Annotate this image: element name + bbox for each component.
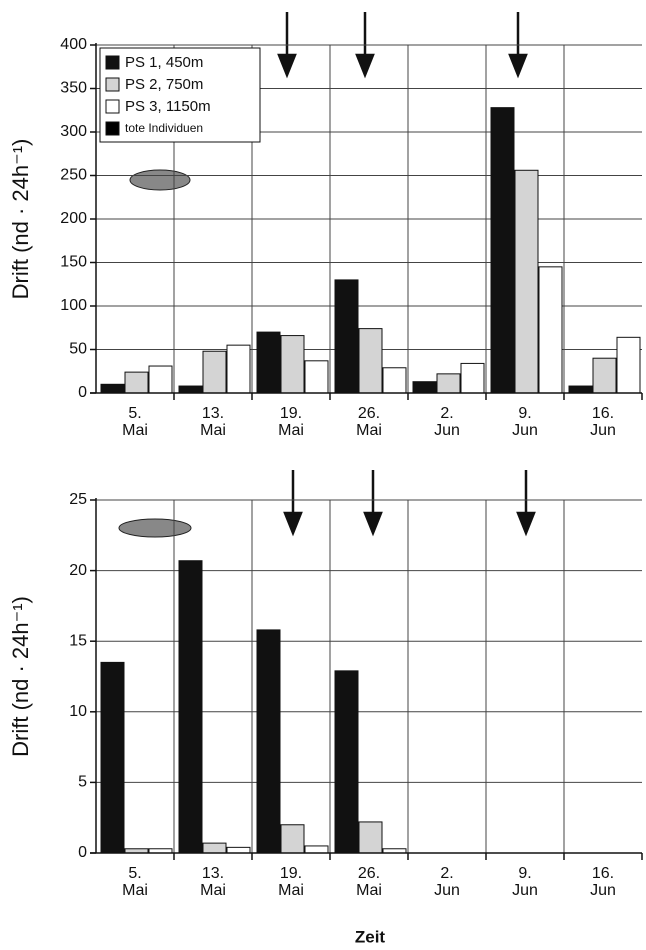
bar (125, 372, 148, 393)
x-tick-label: 19. Mai (256, 405, 326, 439)
bar (515, 170, 538, 393)
insect-icons (119, 170, 191, 537)
y-tick-label: 15 (69, 632, 87, 649)
x-tick-label: 16. Jun (568, 865, 638, 899)
x-tick-label: 2. Jun (412, 405, 482, 439)
bar (413, 382, 436, 393)
bar (257, 332, 280, 393)
bar (437, 374, 460, 393)
y-tick-label: 0 (78, 844, 87, 861)
bar (281, 336, 304, 393)
x-tick-label: 5. Mai (100, 865, 170, 899)
bar (179, 386, 202, 393)
bar (179, 561, 202, 853)
legend-swatch (106, 78, 119, 91)
x-tick-label: 9. Jun (490, 405, 560, 439)
legend-swatch (106, 100, 119, 113)
legend-label: PS 3, 1150m (125, 98, 211, 115)
x-tick-label: 5. Mai (100, 405, 170, 439)
x-tick-label: 16. Jun (568, 405, 638, 439)
x-tick-label: 19. Mai (256, 865, 326, 899)
bar (305, 846, 328, 853)
bar (359, 822, 382, 853)
x-tick-label: 9. Jun (490, 865, 560, 899)
y-tick-label: 200 (60, 210, 87, 227)
bar (539, 267, 562, 393)
bar (461, 363, 484, 393)
x-tick-label: 26. Mai (334, 405, 404, 439)
bar (383, 368, 406, 393)
bar (593, 358, 616, 393)
bar (101, 384, 124, 393)
bar (335, 671, 358, 853)
y-tick-label: 20 (69, 562, 87, 579)
legend-label: tote Individuen (125, 121, 203, 135)
y-tick-label: 100 (60, 297, 87, 314)
page: 050100150200250300350400Drift (nd · 24h⁻… (0, 0, 646, 950)
bar (101, 662, 124, 853)
bar (257, 630, 280, 853)
bar (359, 329, 382, 393)
bar (335, 280, 358, 393)
y-tick-label: 25 (69, 491, 87, 508)
bar (281, 825, 304, 853)
y-tick-label: 150 (60, 254, 87, 271)
y-tick-label: 50 (69, 341, 87, 358)
bar (569, 386, 592, 393)
x-tick-label: 13. Mai (178, 405, 248, 439)
legend-swatch (106, 122, 119, 135)
legend-label: PS 2, 750m (125, 76, 203, 93)
y-tick-label: 350 (60, 80, 87, 97)
y-axis-label: Drift (nd · 24h⁻¹) (8, 139, 33, 300)
bar (227, 345, 250, 393)
y-tick-label: 5 (78, 774, 87, 791)
bar (227, 847, 250, 853)
bar (617, 337, 640, 393)
y-tick-label: 400 (60, 36, 87, 53)
y-tick-label: 300 (60, 123, 87, 140)
legend-swatch (106, 56, 119, 69)
bar (305, 361, 328, 393)
x-tick-label: 13. Mai (178, 865, 248, 899)
bar (491, 108, 514, 393)
legend-label: PS 1, 450m (125, 54, 203, 71)
chart: 050100150200250300350400Drift (nd · 24h⁻… (0, 0, 646, 950)
y-tick-label: 250 (60, 167, 87, 184)
x-tick-label: 26. Mai (334, 865, 404, 899)
bar (203, 843, 226, 853)
x-tick-label: 2. Jun (412, 865, 482, 899)
y-tick-label: 0 (78, 384, 87, 401)
bar (149, 366, 172, 393)
y-tick-label: 10 (69, 703, 87, 720)
x-axis-label: Zeit (355, 927, 386, 946)
y-axis-label: Drift (nd · 24h⁻¹) (8, 596, 33, 757)
bar (203, 351, 226, 393)
